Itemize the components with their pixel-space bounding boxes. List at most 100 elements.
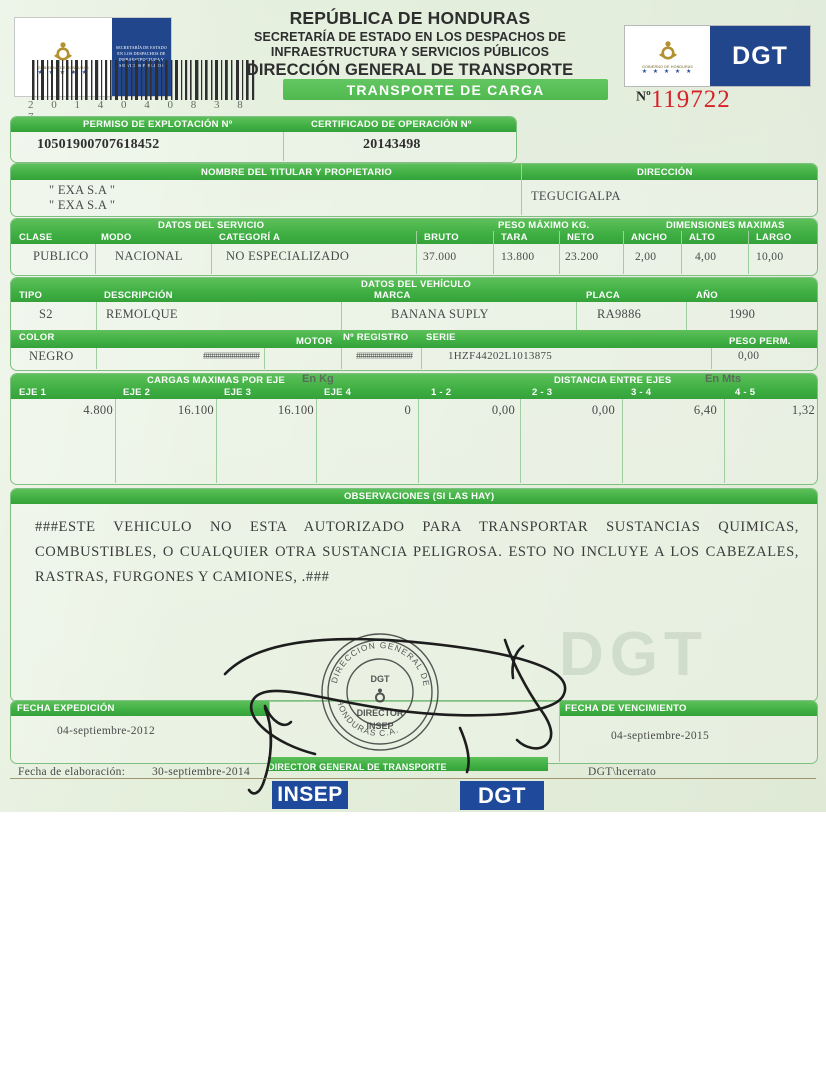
col-tipo-label: TIPO: [19, 290, 43, 301]
axle-distance-unit-label: En Mts: [705, 373, 742, 385]
col-clase-label: CLASE: [19, 232, 53, 243]
col-registro-label: Nº REGISTRO: [343, 332, 409, 343]
observations-label: OBSERVACIONES (SI LAS HAY): [344, 491, 495, 502]
issue-date-header-bar: [11, 701, 269, 716]
divider: [521, 164, 522, 215]
vehicle-color-value: NEGRO: [29, 349, 74, 363]
owner-header-bar: [11, 164, 817, 180]
director-signature-label: DIRECTOR GENERAL DE TRANSPORTE: [268, 762, 447, 772]
divider: [341, 348, 342, 369]
dgt-user-value: DGT\hcerrato: [588, 766, 657, 778]
owner-name-label: NOMBRE DEL TITULAR Y PROPIETARIO: [201, 167, 392, 178]
col-dist12-label: 1 - 2: [431, 387, 452, 398]
director-signature-bar: DIRECTOR GENERAL DE TRANSPORTE: [268, 757, 548, 772]
dist-1-2-value: 0,00: [491, 403, 515, 417]
divider: [211, 244, 212, 274]
expiry-date-header-bar: [559, 701, 817, 716]
service-mode-value: NACIONAL: [115, 249, 183, 263]
left-logo-caption: GOBIERNO DE HONDURAS: [37, 65, 89, 70]
col-eje4-label: EJE 4: [324, 387, 352, 398]
vehicle-registry-value: ##############: [356, 351, 413, 362]
certificate-number-value: 20143498: [363, 137, 421, 152]
service-group-label: DATOS DEL SERVICIO: [158, 220, 265, 231]
vehicle-permitted-weight-value: 0,00: [738, 350, 760, 362]
divider: [559, 231, 560, 274]
col-ano-label: AÑO: [696, 290, 718, 301]
issue-date-value: 04-septiembre-2012: [57, 725, 156, 737]
divider: [493, 231, 494, 274]
col-dist23-label: 2 - 3: [532, 387, 553, 398]
col-eje1-label: EJE 1: [19, 387, 47, 398]
footer-divider: [10, 778, 816, 779]
right-logo-caption: GOBIERNO DE HONDURAS: [642, 64, 694, 69]
axle3-load-value: 16.100: [277, 403, 314, 417]
office-title: DIRECCIÓN GENERAL DE TRANSPORTE: [246, 61, 574, 79]
divider: [418, 399, 419, 483]
vehicle-year-value: 1990: [729, 307, 756, 321]
col-modo-label: MODO: [101, 232, 132, 243]
owner-address-label: DIRECCIÓN: [637, 167, 693, 178]
vehicle-description-value: REMOLQUE: [106, 307, 178, 321]
owner-name-line-2: " EXA S.A ": [49, 198, 116, 212]
divider: [622, 399, 623, 483]
ministry-line-1: SECRETARÍA DE ESTADO EN LOS DESPACHOS DE: [254, 30, 566, 44]
divider: [711, 348, 712, 369]
svg-text:DGT: DGT: [371, 674, 391, 684]
col-categoria-label: CATEGORÍ A: [219, 232, 281, 243]
observations-header-bar: [11, 489, 817, 504]
elaboration-date-label: Fecha de elaboración:: [18, 766, 126, 778]
divider: [216, 399, 217, 483]
axle-loads-group-label: CARGAS MAXIMAS POR EJE: [147, 375, 285, 386]
divider: [96, 348, 97, 369]
divider: [115, 399, 116, 483]
dates-section: FECHA EXPEDICIÓN FECHA DE VENCIMIENTO 04…: [10, 700, 818, 764]
col-peso-perm-label: PESO PERM.: [729, 336, 791, 347]
vehicle-type-value: S2: [39, 307, 53, 321]
service-category-value: NO ESPECIALIZADO: [226, 249, 350, 263]
divider: [681, 231, 682, 274]
insep-stamp: INSEP: [272, 781, 348, 809]
handwritten-signature: [223, 637, 567, 795]
divider: [283, 132, 284, 161]
axle2-load-value: 16.100: [177, 403, 214, 417]
axle-distance-group-label: DISTANCIA ENTRE EJES: [554, 375, 672, 386]
divider: [559, 701, 560, 762]
col-eje3-label: EJE 3: [224, 387, 252, 398]
vehicle-header-bar: [11, 278, 817, 302]
col-serie-label: SERIE: [426, 332, 456, 343]
dist-3-4-value: 6,40: [693, 403, 717, 417]
divider: [748, 231, 749, 274]
dim-width-value: 2,00: [635, 251, 657, 263]
dgt-logo-blue-block: DGT: [710, 26, 810, 86]
country-title: REPÚBLICA DE HONDURAS: [289, 8, 531, 28]
service-section: DATOS DEL SERVICIO PESO MÁXIMO KG. DIMEN…: [10, 218, 818, 276]
transport-type-label: TRANSPORTE DE CARGA: [346, 81, 545, 98]
divider: [264, 348, 265, 369]
vehicle-serie-value: 1HZF44202L1013875: [448, 350, 553, 362]
transport-type-banner: TRANSPORTE DE CARGA: [283, 79, 608, 100]
col-motor-label: MOTOR: [296, 336, 333, 347]
divider: [623, 231, 624, 274]
vehicle-group-label: DATOS DEL VEHÍCULO: [361, 279, 472, 290]
ministry-line-2: INFRAESTRUCTURA Y SERVICIOS PÚBLICOS: [270, 45, 550, 59]
owner-address-value: TEGUCIGALPA: [531, 189, 621, 203]
divider: [724, 399, 725, 483]
elaboration-date-value: 30-septiembre-2014: [152, 766, 251, 778]
svg-text:DIRECTOR: DIRECTOR: [357, 708, 404, 718]
issue-date-label: FECHA EXPEDICIÓN: [17, 703, 115, 714]
dgt-watermark: DGT: [559, 620, 708, 689]
barcode-icon: [32, 60, 255, 100]
dim-height-value: 4,00: [695, 251, 717, 263]
expiry-date-label: FECHA DE VENCIMIENTO: [565, 703, 687, 714]
stars-icon: ★ ★ ★ ★ ★: [641, 68, 694, 75]
weight-net-value: 23.200: [565, 251, 599, 263]
folio-number-block: Nº119722: [636, 86, 731, 114]
axle-loads-unit-label: En Kg: [302, 373, 334, 385]
vehicle-brand-value: BANANA SUPLY: [391, 307, 489, 321]
divider: [416, 231, 417, 274]
divider: [341, 302, 342, 330]
axle-section: CARGAS MAXIMAS POR EJE En Kg DISTANCIA E…: [10, 373, 818, 485]
dgt-stamp-label: DGT: [478, 782, 526, 808]
folio-value: 119722: [650, 86, 731, 113]
col-color-label: COLOR: [19, 332, 55, 343]
